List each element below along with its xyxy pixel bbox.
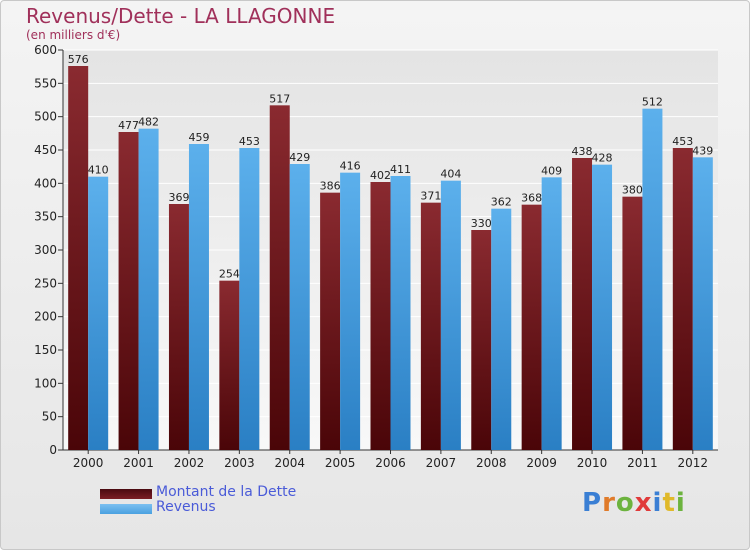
bar-dette — [269, 105, 290, 450]
bar-revenus — [340, 172, 361, 450]
data-label: 368 — [521, 192, 542, 205]
x-tick-label: 2011 — [627, 456, 658, 470]
y-tick-label: 600 — [34, 43, 57, 57]
bar-dette — [118, 132, 139, 450]
bar-dette — [521, 204, 542, 450]
logo-letter: t — [662, 488, 676, 518]
bar-dette — [420, 202, 441, 450]
bar-dette — [370, 182, 391, 450]
bar-dette — [572, 158, 593, 450]
data-label: 453 — [672, 135, 693, 148]
proxiti-logo: Proxiti — [582, 488, 686, 518]
bar-revenus — [289, 164, 310, 450]
x-tick-label: 2000 — [73, 456, 104, 470]
y-tick-label: 550 — [34, 76, 57, 90]
data-label: 362 — [491, 196, 512, 209]
logo-letter: P — [582, 488, 603, 518]
bar-revenus — [440, 180, 461, 450]
bar-revenus — [491, 208, 512, 450]
x-tick-label: 2009 — [526, 456, 557, 470]
bar-dette — [320, 192, 341, 450]
data-label: 411 — [390, 163, 411, 176]
data-label: 428 — [592, 152, 613, 165]
data-label: 254 — [219, 268, 240, 281]
bar-revenus — [239, 148, 260, 450]
x-tick-label: 2012 — [678, 456, 709, 470]
data-label: 371 — [420, 190, 441, 203]
bar-dette — [68, 66, 89, 450]
x-tick-label: 2007 — [426, 456, 457, 470]
bar-dette — [219, 280, 240, 450]
y-tick-label: 50 — [42, 410, 57, 424]
legend-swatch-revenus — [100, 504, 152, 514]
x-tick-label: 2008 — [476, 456, 507, 470]
bar-dette — [471, 230, 492, 450]
data-label: 482 — [138, 116, 159, 129]
bar-dette — [168, 204, 189, 450]
chart-title: Revenus/Dette - LA LLAGONNE — [26, 4, 336, 28]
x-tick-label: 2005 — [325, 456, 356, 470]
y-tick-label: 450 — [34, 143, 57, 157]
y-tick-label: 500 — [34, 110, 57, 124]
bar-dette — [672, 148, 693, 450]
data-label: 404 — [440, 168, 461, 181]
y-tick-label: 300 — [34, 243, 57, 257]
x-tick-label: 2002 — [174, 456, 205, 470]
data-label: 459 — [188, 131, 209, 144]
logo-letter: i — [652, 488, 663, 518]
chart-subtitle: (en milliers d'€) — [26, 28, 121, 42]
data-label: 409 — [541, 164, 562, 177]
data-label: 438 — [572, 145, 593, 158]
data-label: 416 — [340, 160, 361, 173]
bar-revenus — [390, 176, 411, 450]
logo-letter: x — [634, 488, 653, 518]
bar-revenus — [592, 164, 613, 450]
bar-revenus — [88, 176, 109, 450]
data-label: 369 — [168, 191, 189, 204]
bar-revenus — [188, 144, 209, 450]
data-label: 477 — [118, 119, 139, 132]
x-tick-label: 2010 — [577, 456, 608, 470]
bar-revenus — [541, 177, 562, 451]
data-label: 402 — [370, 169, 391, 182]
bar-revenus — [692, 157, 713, 451]
logo-letter: i — [675, 488, 686, 518]
bar-revenus — [642, 108, 663, 451]
data-label: 330 — [471, 217, 492, 230]
data-label: 517 — [269, 92, 290, 105]
logo-letter: o — [615, 488, 635, 518]
x-tick-label: 2006 — [375, 456, 406, 470]
x-tick-label: 2004 — [274, 456, 305, 470]
y-tick-label: 400 — [34, 176, 57, 190]
y-tick-label: 150 — [34, 343, 57, 357]
x-tick-label: 2003 — [224, 456, 255, 470]
bar-dette — [622, 196, 643, 450]
data-label: 439 — [692, 144, 713, 157]
y-tick-label: 100 — [34, 376, 57, 390]
data-label: 380 — [622, 184, 643, 197]
data-label: 453 — [239, 135, 260, 148]
y-tick-label: 0 — [49, 443, 57, 457]
data-label: 576 — [68, 53, 89, 66]
x-tick-label: 2001 — [123, 456, 154, 470]
y-tick-label: 250 — [34, 276, 57, 290]
legend-label-revenus: Revenus — [156, 499, 216, 515]
data-label: 429 — [289, 151, 310, 164]
bar-revenus — [138, 128, 159, 450]
y-tick-label: 350 — [34, 210, 57, 224]
data-label: 386 — [320, 180, 341, 193]
data-label: 410 — [88, 164, 109, 177]
y-tick-label: 200 — [34, 310, 57, 324]
legend-swatch-dette — [100, 489, 152, 499]
legend-label-dette: Montant de la Dette — [156, 484, 297, 500]
logo-letter: r — [602, 488, 616, 518]
data-label: 512 — [642, 96, 663, 109]
